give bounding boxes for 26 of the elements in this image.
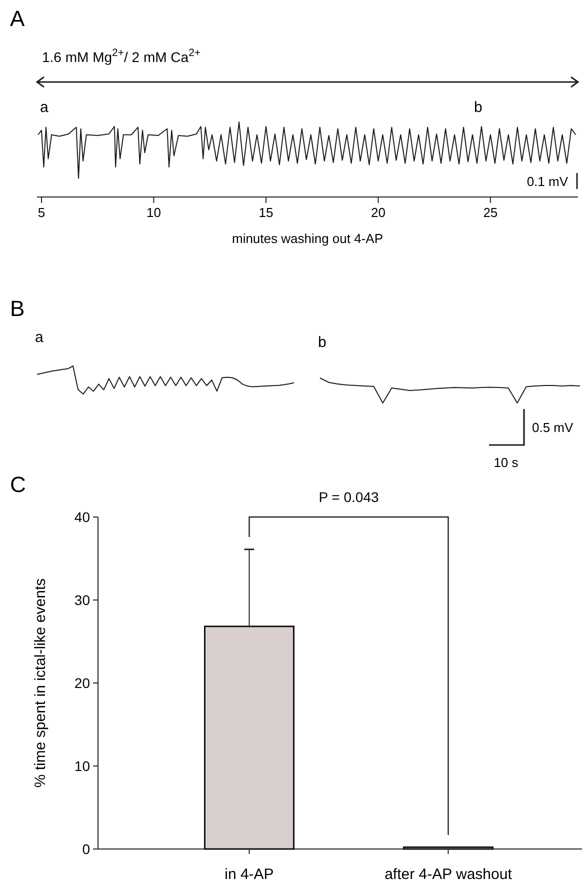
y-axis-title: % time spent in ictal-like events [32, 578, 49, 788]
y-tick-label: 20 [74, 675, 90, 691]
y-tick-label: 0 [82, 841, 90, 857]
chart-title: C [10, 472, 26, 497]
text: 0.5 mV [532, 420, 574, 435]
text: b [474, 99, 482, 116]
x-tick-label: in 4-AP [224, 866, 274, 883]
chart-title: a [35, 329, 44, 346]
text: 10 s [494, 455, 519, 470]
chart-title: b [318, 334, 326, 351]
y-tick-label: 40 [74, 509, 90, 525]
x-tick-label: 5 [38, 205, 46, 220]
chart-title: A [10, 6, 25, 31]
y-tick-label: 10 [74, 758, 90, 774]
x-tick-label: 20 [370, 205, 386, 220]
text: B [10, 296, 25, 321]
y-tick-label: 30 [74, 592, 90, 608]
text: 1.6 mM Mg$^{2+}$/ 2 mM Ca$^{2+}$ [42, 47, 201, 65]
x-tick-label: after 4-AP washout [384, 866, 513, 883]
x-axis-title: minutes washing out 4-AP [232, 231, 384, 246]
text: a [40, 99, 49, 116]
x-tick-label: 10 [146, 205, 161, 220]
text: P = 0.043 [318, 489, 379, 505]
annotation: 0.1 mV [526, 174, 568, 189]
x-tick-label: 25 [483, 205, 498, 220]
x-tick-label: 15 [258, 205, 274, 220]
